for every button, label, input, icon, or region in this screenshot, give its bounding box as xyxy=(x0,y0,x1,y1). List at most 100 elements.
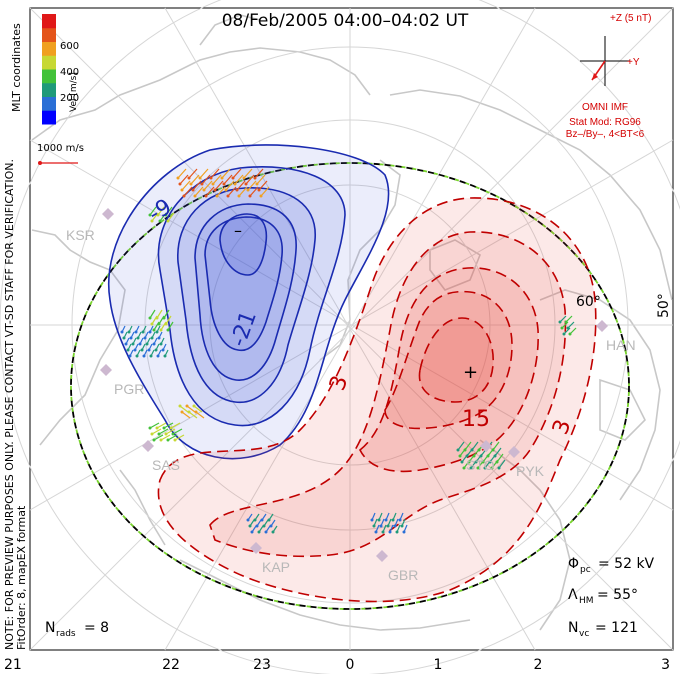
vector-arrow xyxy=(135,325,140,333)
nrads-stat: N rads = 8 xyxy=(45,620,109,639)
vector-arrow xyxy=(148,343,153,351)
station-labels: KSR PGR SAS KAP GBR STO PYK HAN xyxy=(66,227,636,583)
vector-arrow xyxy=(268,513,274,521)
vector-arrow xyxy=(203,180,213,191)
vector-arrow xyxy=(165,315,172,325)
velocity-colorbar xyxy=(42,14,56,125)
vector-arrow xyxy=(563,327,571,335)
station-kap-marker xyxy=(250,542,262,554)
station-han-label: HAN xyxy=(606,337,636,353)
vector-arrow xyxy=(261,513,267,521)
vector-arrow xyxy=(137,331,142,339)
vector-arrow xyxy=(149,309,156,319)
station-pgr-marker xyxy=(100,364,112,376)
vector-arrow xyxy=(382,524,387,533)
vector-arrow xyxy=(389,524,394,533)
vector-arrow xyxy=(165,206,173,216)
vector-arrow xyxy=(158,315,165,325)
nvc-stat: N vc = 121 xyxy=(568,620,638,639)
contour-label-15: 15 xyxy=(462,407,490,432)
nrads-subscript: rads xyxy=(56,629,76,639)
vector-arrow xyxy=(142,325,147,333)
preview-note: NOTE: FOR PREVIEW PURPOSES ONLY. PLEASE … xyxy=(3,159,16,650)
vector-arrow xyxy=(195,411,205,419)
vector-arrow xyxy=(149,422,160,429)
vector-arrow xyxy=(132,337,137,345)
vector-arrow xyxy=(272,525,278,533)
vector-arrow xyxy=(153,321,160,331)
vector-arrow xyxy=(181,180,191,191)
colorbar-label: Vel [m/s] xyxy=(69,72,79,112)
vector-arrow xyxy=(159,212,167,222)
nvc-subscript: vc xyxy=(579,629,589,639)
vector-arrow xyxy=(245,174,255,185)
vector-arrow xyxy=(371,512,376,521)
vector-arrow xyxy=(167,434,178,441)
positive-cell xyxy=(157,197,597,603)
vector-arrow xyxy=(156,325,161,333)
vector-arrow xyxy=(170,422,181,429)
vector-arrow xyxy=(201,174,211,185)
colorbar-segment xyxy=(42,110,56,125)
latitude-50-label: 50° xyxy=(656,293,672,318)
vector-arrow xyxy=(160,337,165,345)
vector-arrow xyxy=(193,405,203,413)
colorbar-segment xyxy=(42,96,56,111)
vector-arrow xyxy=(167,321,174,331)
vector-arrow xyxy=(258,180,268,191)
station-ksr-label: KSR xyxy=(66,227,95,243)
vector-arrow xyxy=(151,315,158,325)
vector-arrow xyxy=(375,524,380,533)
vector-arrow xyxy=(396,524,401,533)
phi-pc-stat: Φ pc = 52 kV xyxy=(568,556,655,575)
vector-arrow xyxy=(392,512,397,521)
nvc-symbol: N xyxy=(568,620,578,636)
vector-arrow xyxy=(192,180,202,191)
vector-arrow xyxy=(205,186,215,197)
vector-arrow xyxy=(155,343,160,351)
vector-arrow xyxy=(121,325,126,333)
coastlines xyxy=(31,14,673,631)
vector-arrow xyxy=(150,349,155,357)
vector-arrow xyxy=(129,349,134,357)
vector-arrow xyxy=(491,459,499,469)
vector-arrow xyxy=(164,349,169,357)
colorbar-segment xyxy=(42,55,56,70)
nrads-value: = 8 xyxy=(84,620,109,636)
negative-cell xyxy=(107,144,390,460)
vector-arrow xyxy=(179,174,189,185)
vector-arrow xyxy=(561,321,569,329)
mlt-tick-3: 3 xyxy=(661,657,670,673)
station-sas-label: SAS xyxy=(152,457,180,473)
station-pgr-label: PGR xyxy=(114,381,144,397)
vector-arrow xyxy=(139,337,144,345)
imf-y-label: +Y xyxy=(627,57,640,68)
vector-arrow xyxy=(254,168,264,179)
vector-arrow xyxy=(403,524,408,533)
vector-arrow xyxy=(256,519,262,527)
vector-arrow xyxy=(399,512,404,521)
vector-arrow xyxy=(165,428,176,435)
colorbar-tick-400: 400 xyxy=(60,67,79,78)
mlt-tick-2: 2 xyxy=(534,657,543,673)
mlt-tick-0: 0 xyxy=(346,657,355,673)
colorbar-segment xyxy=(42,82,56,97)
station-gbr-marker xyxy=(376,550,388,562)
vector-arrow xyxy=(484,459,492,469)
vector-arrow xyxy=(225,180,235,191)
vector-arrow xyxy=(172,428,183,435)
vector-arrow xyxy=(151,212,159,222)
vector-arrow xyxy=(394,518,399,527)
station-pyk-marker xyxy=(508,446,520,458)
vector-arrow xyxy=(567,321,575,329)
vector-arrow xyxy=(256,174,266,185)
vector-arrow xyxy=(249,186,259,197)
mlt-coordinates-label: MLT coordinates xyxy=(10,23,23,112)
vector-arrow xyxy=(251,525,257,533)
vector-arrow xyxy=(167,212,175,222)
vector-arrow xyxy=(199,168,209,179)
vector-arrow xyxy=(174,434,185,441)
fitorder-label: FitOrder: 8, mapEX format xyxy=(15,505,28,650)
vector-arrow xyxy=(136,349,141,357)
phi-symbol: Φ xyxy=(568,556,579,572)
